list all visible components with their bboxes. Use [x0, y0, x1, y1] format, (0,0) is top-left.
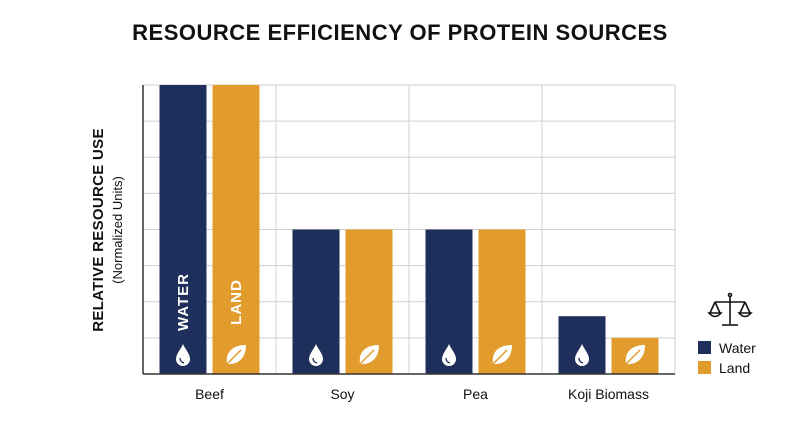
legend-label: Water — [719, 340, 756, 356]
x-tick-label: Pea — [463, 386, 488, 402]
bars: WATER LAND — [159, 85, 659, 374]
leaf-icon — [358, 345, 379, 366]
x-tick-label: Koji Biomass — [568, 386, 649, 402]
x-tick-label: Beef — [195, 386, 224, 402]
x-tick-label: Soy — [330, 386, 354, 402]
bar-series-label: LAND — [228, 279, 245, 325]
legend-label: Land — [719, 360, 750, 376]
legend-item-land: Land — [698, 360, 750, 376]
bar-land-beef: LAND — [212, 85, 260, 374]
water-drop-icon — [309, 344, 323, 366]
bar-land-koji-biomass — [611, 337, 659, 374]
water-drop-icon — [176, 344, 190, 366]
legend-swatch — [698, 341, 711, 354]
axes — [142, 85, 675, 375]
bar-series-label: WATER — [175, 273, 192, 331]
bar-land-pea — [478, 229, 526, 374]
y-axis-title: RELATIVE RESOURCE USE — [90, 128, 107, 332]
leaf-icon — [225, 345, 246, 366]
water-drop-icon — [442, 344, 456, 366]
bar-water-beef: WATER — [159, 85, 207, 374]
bar-rect — [159, 85, 207, 374]
leaf-icon — [624, 345, 645, 366]
bar-land-soy — [345, 229, 393, 374]
leaf-icon — [491, 345, 512, 366]
x-tick-labels: Beef Soy Pea Koji Biomass — [195, 386, 649, 402]
bar-water-koji-biomass — [558, 316, 606, 374]
bar-water-soy — [292, 229, 340, 374]
bar-water-pea — [425, 229, 473, 374]
y-axis-label: RELATIVE RESOURCE USE (Normalized Units) — [90, 128, 125, 332]
legend: Water Land — [698, 292, 756, 376]
y-axis-subtitle: (Normalized Units) — [110, 176, 125, 284]
legend-item-water: Water — [698, 340, 756, 356]
scale-icon — [707, 292, 753, 326]
legend-swatch — [698, 361, 711, 374]
bar-rect — [212, 85, 260, 374]
chart-title: RESOURCE EFFICIENCY OF PROTEIN SOURCES — [132, 20, 668, 45]
water-drop-icon — [575, 344, 589, 366]
